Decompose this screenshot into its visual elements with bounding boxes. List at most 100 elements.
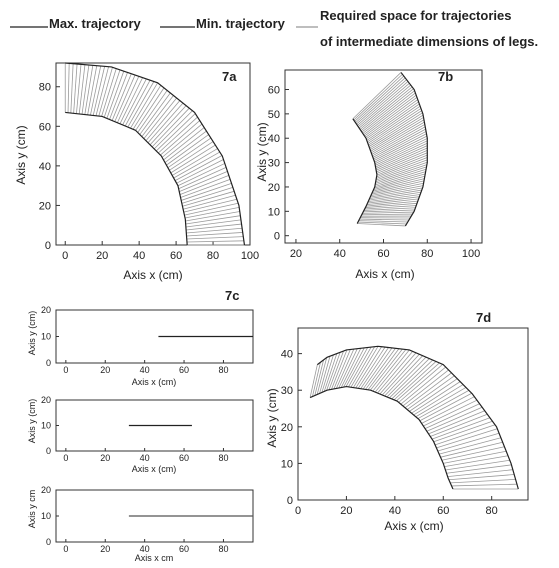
required-space-hatch	[124, 80, 151, 127]
required-space-hatch	[369, 117, 424, 151]
panel-7b-xlabel: Axis x (cm)	[355, 267, 414, 281]
y-tick-label: 20	[268, 182, 280, 194]
required-space-hatch	[363, 209, 415, 213]
required-space-hatch	[178, 167, 227, 190]
x-tick-label: 40	[140, 365, 150, 375]
max-trajectory-line-7d	[317, 345, 519, 490]
x-tick-label: 20	[100, 453, 110, 463]
required-space-hatch	[379, 352, 417, 395]
required-space-hatch	[365, 202, 418, 208]
y-tick-label: 40	[268, 133, 280, 145]
y-tick-label: 20	[41, 395, 51, 405]
required-space-hatch	[389, 358, 430, 399]
required-space-hatch	[437, 432, 500, 452]
required-space-hatch	[130, 82, 158, 129]
panel-7b-ylabel: Axis y (cm)	[255, 122, 269, 181]
required-space-hatch	[371, 182, 424, 195]
y-tick-label: 80	[39, 82, 51, 94]
required-space-hatch	[357, 221, 407, 225]
required-space-hatch	[363, 207, 416, 211]
required-space-hatch	[345, 347, 369, 387]
required-space-hatch	[365, 99, 418, 138]
required-space-hatch	[374, 173, 426, 189]
required-space-hatch	[375, 147, 428, 171]
required-space-hatch	[421, 396, 475, 424]
x-tick-label: 20	[290, 248, 302, 260]
required-space-hatch	[137, 90, 168, 133]
required-space-hatch	[101, 68, 117, 117]
required-space-hatch	[114, 74, 136, 122]
panel-7c-plot-3: Axis x cm Axis y cm 0 20 40 60 80 0 10 20	[27, 485, 254, 563]
y-tick-label: 0	[46, 446, 51, 456]
required-space-hatch	[426, 406, 483, 432]
required-space-hatch	[357, 82, 410, 128]
required-space-hatch	[373, 131, 427, 160]
panel-7c-3-ylabel: Axis y cm	[27, 490, 37, 529]
min-trajectory-line-7a	[65, 111, 188, 246]
required-space-hatch	[366, 103, 420, 141]
required-space-hatch	[179, 175, 229, 195]
required-space-hatch	[428, 410, 485, 435]
required-space-hatch	[450, 478, 516, 484]
x-tick-label: 80	[207, 250, 219, 262]
x-tick-label: 0	[63, 365, 68, 375]
required-space-hatch	[335, 348, 355, 389]
required-space-hatch	[411, 381, 461, 414]
required-space-hatch	[172, 148, 218, 176]
required-space-hatch	[373, 175, 425, 191]
y-tick-label: 20	[41, 305, 51, 315]
required-space-hatch	[374, 135, 428, 163]
required-space-hatch	[160, 120, 201, 156]
required-space-hatch	[186, 232, 243, 237]
x-tick-label: 20	[96, 250, 108, 262]
required-space-hatch	[374, 171, 426, 188]
required-space-hatch	[149, 105, 187, 146]
required-space-hatch	[163, 127, 205, 161]
required-space-hatch	[396, 362, 440, 402]
required-space-hatch	[98, 67, 113, 117]
required-space-hatch	[181, 186, 233, 204]
required-space-hatch	[361, 90, 415, 133]
required-space-hatch	[355, 346, 382, 389]
required-space-hatch	[360, 88, 414, 132]
required-space-hatch	[374, 349, 410, 393]
required-space-hatch	[312, 362, 321, 397]
required-space-hatch	[155, 113, 196, 152]
required-space-hatch	[415, 387, 467, 418]
required-space-hatch	[186, 240, 244, 243]
required-space-hatch	[314, 359, 324, 396]
required-space-hatch	[375, 164, 428, 183]
required-space-hatch	[451, 483, 517, 487]
required-space-hatch	[393, 361, 437, 401]
required-space-hatch	[184, 202, 239, 216]
required-space-hatch	[147, 102, 184, 144]
required-space-hatch	[431, 417, 491, 440]
required-space-hatch	[365, 101, 419, 140]
required-space-hatch	[424, 403, 480, 429]
plot-frame-7b	[284, 69, 483, 244]
required-space-hatch	[158, 116, 198, 154]
required-space-hatch	[377, 351, 413, 394]
required-space-hatch	[103, 69, 121, 118]
required-space-hatch	[92, 66, 106, 116]
x-tick-label: 0	[62, 250, 68, 262]
required-space-hatch	[340, 348, 362, 388]
required-space-hatch	[372, 128, 426, 158]
required-space-hatch	[109, 72, 128, 120]
y-tick-label: 10	[41, 511, 51, 521]
required-space-hatch	[135, 87, 165, 131]
x-tick-label: 20	[100, 544, 110, 554]
required-space-hatch	[95, 66, 109, 116]
required-space-hatch	[111, 73, 132, 121]
required-space-hatch	[372, 180, 425, 194]
required-space-hatch	[391, 359, 433, 400]
required-space-hatch	[417, 390, 470, 419]
required-space-hatch	[368, 194, 421, 203]
required-space-hatch	[368, 191, 422, 201]
legend: Max. trajectory Min. trajectory Required…	[10, 8, 538, 49]
required-space-hatch	[360, 347, 389, 389]
legend-max-label: Max. trajectory	[49, 16, 142, 31]
required-space-hatch	[364, 97, 418, 137]
required-space-hatch	[400, 366, 446, 405]
required-space-hatch	[366, 198, 419, 206]
